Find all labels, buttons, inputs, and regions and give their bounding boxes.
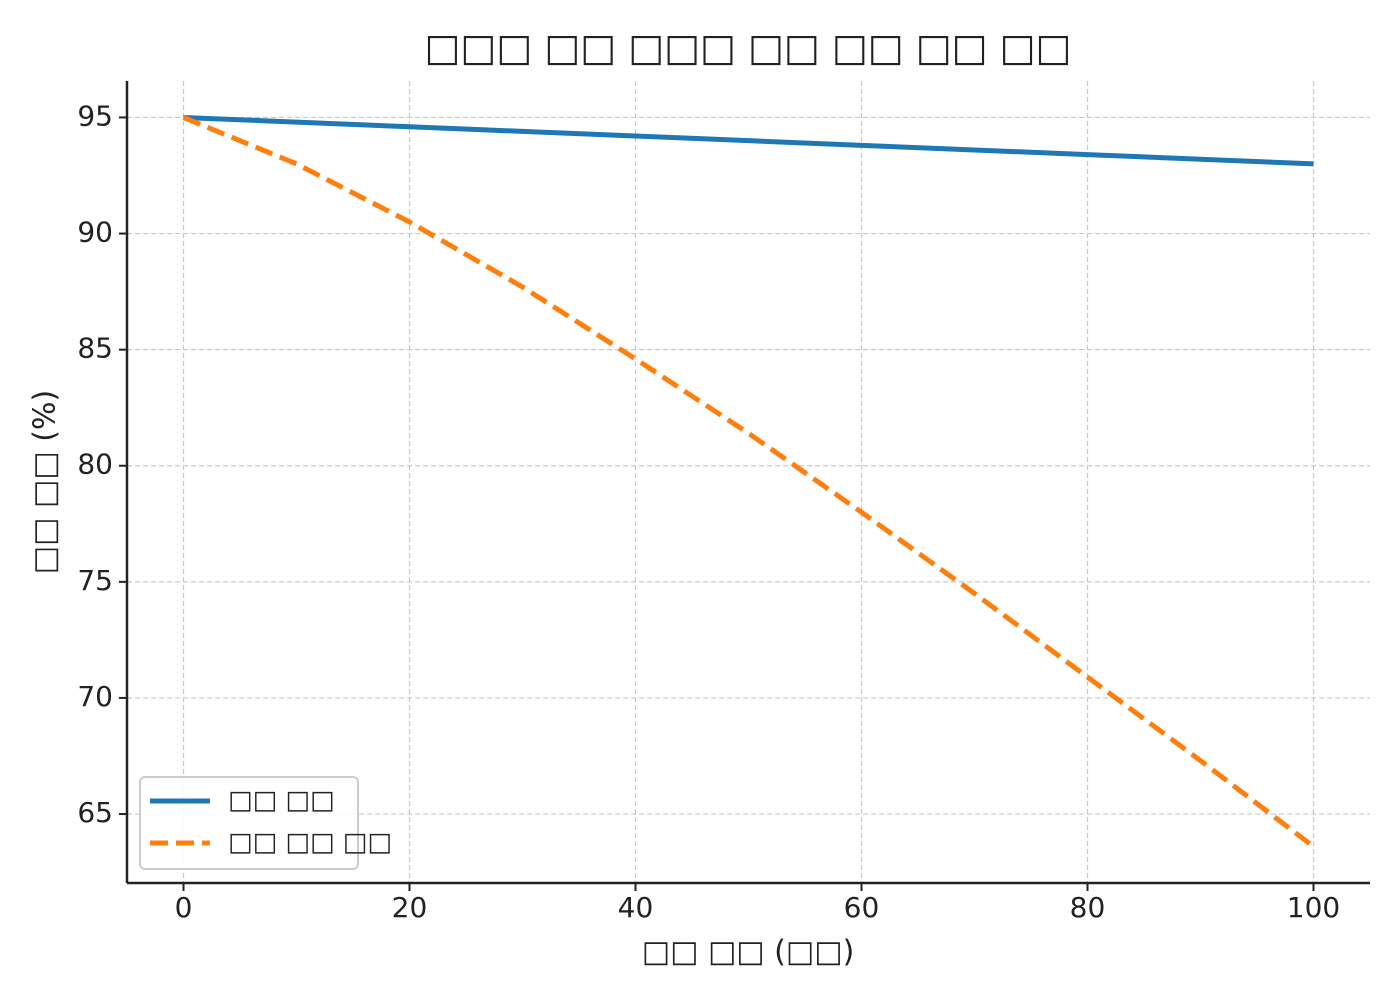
x-tick-label: 40 <box>618 891 654 924</box>
x-axis-label: □□ □□ (□□) <box>642 935 855 970</box>
chart-title: □□□ □□ □□□ □□ □□ □□ □□ <box>425 26 1072 70</box>
legend-label: □□ □□ □□ <box>228 828 392 858</box>
y-tick-label: 65 <box>77 796 113 829</box>
y-tick-label: 85 <box>77 332 113 365</box>
x-tick-label: 0 <box>175 891 193 924</box>
y-tick-label: 95 <box>77 99 113 132</box>
y-tick-label: 90 <box>77 216 113 249</box>
legend-label: □□ □□ <box>228 786 335 816</box>
y-tick-label: 70 <box>77 680 113 713</box>
y-axis-label: □□ □□ (%) <box>28 390 63 574</box>
series-line <box>183 114 1314 167</box>
x-tick-label: 100 <box>1287 891 1340 924</box>
x-tick-label: 80 <box>1070 891 1106 924</box>
y-tick-label: 75 <box>77 564 113 597</box>
x-tick-label: 20 <box>392 891 428 924</box>
y-tick-label: 80 <box>77 448 113 481</box>
x-tick-label: 60 <box>844 891 880 924</box>
series-line <box>182 115 1316 849</box>
